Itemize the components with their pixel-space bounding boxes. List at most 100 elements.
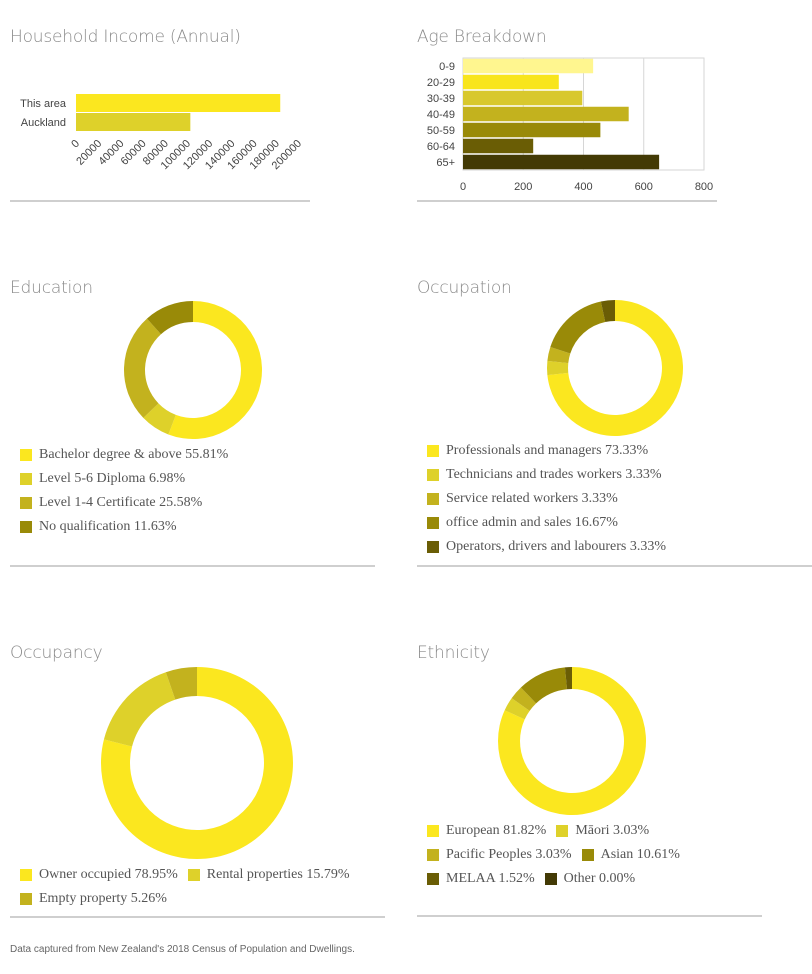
age-category-label: 0-9 xyxy=(439,61,455,73)
occupation-legend: Professionals and managers 73.33% Technic… xyxy=(427,439,807,559)
age-category-label: 60-64 xyxy=(427,141,455,153)
age-tick-label: 200 xyxy=(514,181,532,193)
ethnicity-slice xyxy=(520,667,568,704)
legend-label: Owner occupied 78.95% xyxy=(39,867,178,882)
education-legend: Bachelor degree & above 55.81% Level 5-6 … xyxy=(20,443,380,539)
age-tick-label: 800 xyxy=(695,181,713,193)
occupancy-legend-item: Rental properties 15.79% xyxy=(187,863,350,887)
education-slice xyxy=(146,301,193,335)
age-bar xyxy=(463,58,594,74)
legend-swatch xyxy=(20,497,32,509)
legend-label: European 81.82% xyxy=(446,823,547,838)
ethnicity-legend: European 81.82% Māori 3.03% Pacific People… xyxy=(427,819,757,891)
age-bar xyxy=(463,74,559,90)
education-legend-item: No qualification 11.63% xyxy=(20,515,177,539)
legend-label: Technicians and trades workers 3.33% xyxy=(446,467,662,482)
legend-label: Other 0.00% xyxy=(563,871,636,886)
legend-label: No qualification 11.63% xyxy=(39,519,177,534)
ethnicity-legend-item: Other 0.00% xyxy=(544,867,636,891)
occupancy-legend-item: Owner occupied 78.95% xyxy=(20,863,178,887)
age-category-label: 65+ xyxy=(436,157,455,169)
occupancy-divider xyxy=(10,916,385,918)
income-category-label: This area xyxy=(20,98,67,110)
legend-swatch xyxy=(427,517,439,529)
ethnicity-legend-item: European 81.82% xyxy=(427,819,546,843)
income-category-label: Auckland xyxy=(21,117,66,129)
occupancy-title: Occupancy xyxy=(10,643,103,663)
legend-swatch xyxy=(187,869,200,881)
age-category-label: 50-59 xyxy=(427,125,455,137)
education-legend-item: Bachelor degree & above 55.81% xyxy=(20,443,228,467)
legend-label: Bachelor degree & above 55.81% xyxy=(39,447,229,462)
legend-swatch xyxy=(556,825,569,837)
occupation-slice xyxy=(547,346,571,364)
age-bar xyxy=(463,106,629,122)
legend-swatch xyxy=(20,893,32,905)
legend-swatch xyxy=(427,825,439,837)
occupation-legend-item: Technicians and trades workers 3.33% xyxy=(427,463,662,487)
occupancy-slice xyxy=(165,667,197,700)
ethnicity-legend-item: Māori 3.03% xyxy=(556,819,649,843)
legend-swatch xyxy=(20,869,32,881)
legend-swatch xyxy=(20,521,32,533)
education-slice xyxy=(143,403,176,435)
legend-swatch xyxy=(427,873,439,885)
education-legend-item: Level 5-6 Diploma 6.98% xyxy=(20,467,185,491)
legend-label: Professionals and managers 73.33% xyxy=(446,443,649,458)
legend-label: Rental properties 15.79% xyxy=(206,867,350,882)
occupation-divider xyxy=(417,565,812,567)
age-divider xyxy=(417,200,717,202)
legend-label: Empty property 5.26% xyxy=(39,891,167,906)
age-category-label: 30-39 xyxy=(427,93,455,105)
ethnicity-title: Ethnicity xyxy=(417,643,490,663)
legend-label: office admin and sales 16.67% xyxy=(446,515,618,530)
legend-swatch xyxy=(544,873,557,885)
occupation-donut xyxy=(547,300,683,436)
age-category-label: 40-49 xyxy=(427,109,455,121)
occupation-legend-item: Operators, drivers and labourers 3.33% xyxy=(427,535,666,559)
education-slice xyxy=(123,318,161,418)
occupancy-donut xyxy=(101,667,293,859)
age-tick-label: 600 xyxy=(635,181,653,193)
legend-swatch xyxy=(20,473,32,485)
education-divider xyxy=(10,565,375,567)
income-title: Household Income (Annual) xyxy=(10,27,241,47)
education-slice xyxy=(168,301,262,439)
legend-swatch xyxy=(427,541,439,553)
ethnicity-legend-item: MELAA 1.52% xyxy=(427,867,535,891)
age-bar xyxy=(463,138,534,154)
occupation-legend-item: Professionals and managers 73.33% xyxy=(427,439,648,463)
legend-label: Māori 3.03% xyxy=(575,823,650,838)
ethnicity-donut xyxy=(498,667,646,816)
occupation-slice xyxy=(550,301,606,354)
occupancy-legend-item: Empty property 5.26% xyxy=(20,887,167,911)
income-divider xyxy=(10,200,310,202)
education-legend-item: Level 1-4 Certificate 25.58% xyxy=(20,491,202,515)
age-tick-label: 400 xyxy=(574,181,592,193)
occupancy-legend: Owner occupied 78.95% Rental properties 1… xyxy=(20,863,380,911)
legend-label: Operators, drivers and labourers 3.33% xyxy=(446,539,667,554)
ethnicity-slice xyxy=(498,667,646,816)
income-chart: This areaAuckland02000040000600008000010… xyxy=(20,94,304,172)
income-bar xyxy=(76,94,281,112)
ethnicity-slice xyxy=(504,698,530,720)
legend-label: Service related workers 3.33% xyxy=(446,491,618,506)
occupation-legend-item: Service related workers 3.33% xyxy=(427,487,618,511)
age-bar xyxy=(463,122,601,138)
ethnicity-divider xyxy=(417,915,762,917)
occupation-title: Occupation xyxy=(417,278,512,298)
legend-swatch xyxy=(427,493,439,505)
occupancy-slice xyxy=(101,667,293,859)
income-bar xyxy=(76,113,191,131)
age-tick-label: 0 xyxy=(460,181,466,193)
occupation-slice xyxy=(547,300,683,436)
legend-label: Asian 10.61% xyxy=(600,847,680,862)
ethnicity-legend-item: Asian 10.61% xyxy=(581,843,680,867)
ethnicity-slice xyxy=(511,687,537,711)
occupation-slice xyxy=(547,360,569,376)
age-bar xyxy=(463,154,660,170)
legend-label: Level 5-6 Diploma 6.98% xyxy=(39,471,186,486)
ethnicity-slice xyxy=(564,667,572,690)
legend-swatch xyxy=(20,449,32,461)
legend-label: Pacific Peoples 3.03% xyxy=(446,847,572,862)
